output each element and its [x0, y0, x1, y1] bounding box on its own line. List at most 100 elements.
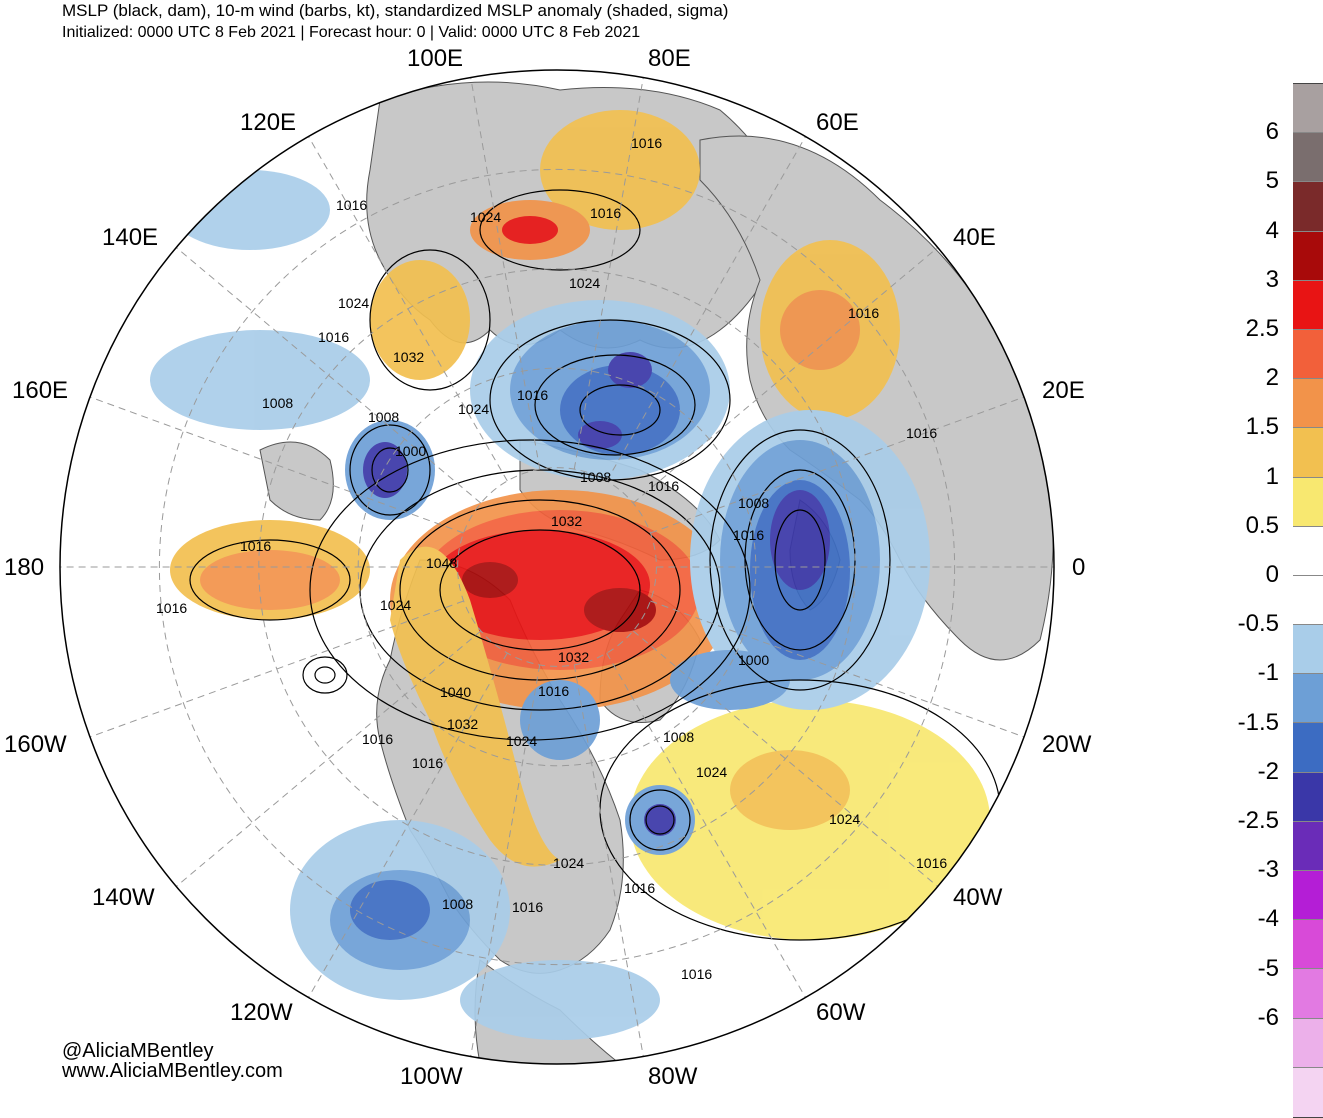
colorbar-swatch — [1293, 428, 1323, 478]
isobar-label: 1032 — [393, 349, 424, 365]
colorbar-tick-label: -3 — [1257, 856, 1279, 884]
colorbar-tick-label: -1 — [1257, 659, 1279, 687]
isobar-labels: 1016 1024 1016 1016 1024 1024 1016 1016 1032 1016… — [156, 135, 947, 982]
isobar-label: 1024 — [829, 811, 860, 827]
meridian-line — [175, 247, 482, 504]
meridian-line — [650, 396, 1025, 534]
lon-label-40w: 40W — [953, 884, 1003, 911]
isobar-label: 1016 — [362, 731, 393, 747]
meridian-line — [175, 630, 482, 887]
meridian-line — [470, 664, 541, 1057]
isobar-label: 1016 — [318, 329, 349, 345]
colorbar-swatch — [1293, 133, 1323, 183]
credit-handle: @AliciaMBentley — [62, 1040, 214, 1062]
isobar-label: 1016 — [733, 527, 764, 543]
meridian-line — [308, 136, 508, 482]
lon-label-120w: 120W — [230, 999, 293, 1026]
colorbar-swatch — [1293, 969, 1323, 1019]
isobar-label: 1040 — [440, 684, 471, 700]
colorbar-tick-label: 0 — [1265, 561, 1279, 588]
isobar-label: 1008 — [368, 409, 399, 425]
isobar-label: 1024 — [380, 597, 411, 613]
isobar-label: 1048 — [426, 555, 457, 571]
colorbar-swatch — [1293, 625, 1323, 675]
isobar-label: 1016 — [906, 425, 937, 441]
colorbar-swatch — [1293, 674, 1323, 724]
isobar-label: 1016 — [512, 899, 543, 915]
isobar-label: 1016 — [336, 197, 367, 213]
isobar-label: 1016 — [590, 205, 621, 221]
colorbar-swatch — [1293, 84, 1323, 134]
colorbar-swatch — [1293, 920, 1323, 970]
isobar-label: 1016 — [517, 387, 548, 403]
lon-label-80e: 80E — [648, 45, 691, 72]
graticule — [60, 77, 1054, 1057]
credit-website: www.AliciaMBentley.com — [62, 1060, 283, 1082]
isobar-label: 1016 — [848, 305, 879, 321]
isobar-label: 1000 — [395, 443, 426, 459]
isobar-label: 1008 — [442, 896, 473, 912]
isobar-label: 1032 — [558, 649, 589, 665]
colorbar-tick-label: -5 — [1257, 954, 1279, 982]
colorbar-swatch — [1293, 821, 1323, 871]
colorbar-swatch — [1293, 329, 1323, 380]
isobar-label: 1000 — [738, 652, 769, 668]
colorbar-swatch — [1293, 477, 1323, 527]
isobar-label: 1032 — [447, 716, 478, 732]
meridian-line — [89, 396, 464, 534]
lon-label-60w: 60W — [816, 999, 866, 1026]
isobar-label: 1008 — [262, 395, 293, 411]
colorbar-tick-label: -4 — [1257, 905, 1279, 933]
isobar-label: 1032 — [551, 513, 582, 529]
colorbar-tick-label: -2 — [1257, 757, 1279, 785]
lon-label-100w: 100W — [400, 1063, 463, 1090]
colorbar-tick-label: 5 — [1265, 167, 1279, 195]
lon-label-100e: 100E — [407, 45, 464, 72]
lon-label-160w: 160W — [4, 731, 67, 758]
lon-label-140e: 140E — [102, 224, 159, 251]
colorbar-swatch — [1293, 871, 1323, 921]
meridian-line — [573, 77, 644, 470]
map-border — [59, 69, 1055, 1065]
lon-label-140w: 140W — [92, 884, 155, 911]
colorbar-tick-label: -0.5 — [1237, 610, 1279, 638]
lon-label-80w: 80W — [648, 1063, 698, 1090]
colorbar — [1293, 83, 1323, 1118]
colorbar-tick-label: 4 — [1265, 216, 1279, 244]
colorbar-swatch — [1293, 1067, 1323, 1117]
isobar-label: 1024 — [458, 401, 489, 417]
colorbar-tick-label: 3 — [1265, 265, 1279, 293]
meridian-line — [606, 136, 806, 482]
isobar-label: 1016 — [240, 538, 271, 554]
isobar-label: 1024 — [696, 764, 727, 780]
isobar-label: 1016 — [916, 855, 947, 871]
colorbar-tick-label: 2.5 — [1245, 315, 1279, 342]
isobar-label: 1024 — [569, 275, 600, 291]
meridian-line — [470, 77, 541, 470]
meridian-line — [650, 600, 1025, 738]
colorbar-tick-label: 1 — [1265, 462, 1279, 490]
isobar-label: 1024 — [470, 209, 501, 225]
chart-subtitle: Initialized: 0000 UTC 8 Feb 2021 | Forec… — [62, 24, 641, 41]
colorbar-swatch — [1293, 379, 1323, 429]
meridian-line — [308, 652, 508, 998]
isobar-label: 1008 — [738, 495, 769, 511]
colorbar-swatch — [1293, 526, 1323, 576]
isobar-label: 1016 — [648, 478, 679, 494]
meridian-line — [573, 664, 644, 1057]
isobar-label: 1016 — [156, 600, 187, 616]
colorbar-swatch — [1293, 723, 1323, 773]
isobar-label: 1008 — [580, 469, 611, 485]
meridian-line — [606, 652, 806, 998]
lon-label-40e: 40E — [953, 224, 996, 251]
lon-label-180: 180 — [4, 554, 45, 581]
colorbar-tick-label: 1.5 — [1245, 413, 1279, 441]
isobar-label: 1016 — [624, 880, 655, 896]
lon-label-120e: 120E — [240, 109, 297, 136]
colorbar-tick-label: -6 — [1257, 1003, 1279, 1031]
lon-label-0: 0 — [1072, 554, 1086, 581]
lon-label-60e: 60E — [816, 109, 859, 136]
colorbar-swatch — [1293, 772, 1323, 822]
colorbar-swatch — [1293, 182, 1323, 232]
isobar-label: 1016 — [681, 966, 712, 982]
